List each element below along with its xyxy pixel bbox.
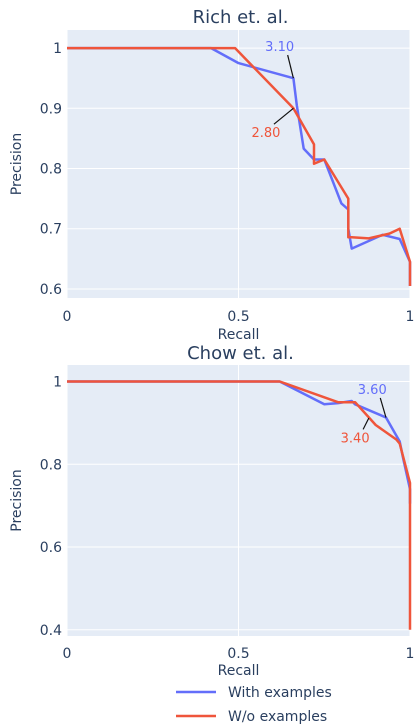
y-axis-label: Precision	[9, 469, 25, 531]
legend-item-with-examples: With examples	[176, 685, 332, 701]
x-axis-label: Recall	[218, 663, 260, 679]
annotation-label: 3.10	[265, 40, 294, 55]
y-tick-label: 0.9	[40, 101, 62, 117]
chart-title: Rich et. al.	[193, 7, 289, 28]
annotation-arrow	[362, 417, 370, 430]
x-tick-label: 0	[63, 309, 72, 325]
annotation-label: 3.40	[341, 431, 370, 446]
series-line-with-examples	[67, 46, 412, 286]
legend-label: W/o examples	[228, 709, 327, 725]
x-tick-label: 1	[406, 646, 414, 662]
y-tick-label: 0.8	[40, 457, 62, 473]
y-tick-label: 0.4	[40, 623, 62, 639]
annotation-label: 3.60	[358, 383, 387, 398]
x-tick-label: 0.5	[227, 646, 249, 662]
series-line-without-examples	[67, 380, 412, 630]
y-tick-label: 0.6	[40, 282, 62, 298]
y-axis-label: Precision	[9, 133, 25, 195]
y-tick-label: 1	[53, 41, 62, 57]
legend-item-without-examples: W/o examples	[176, 709, 327, 725]
y-tick-label: 1	[53, 375, 62, 391]
y-tick-label: 0.8	[40, 162, 62, 178]
chart-2: Chow et. al. 0 0.5 1 0.4 0.6 0.8 1 Recall Precisi…	[9, 343, 414, 679]
annotation-label: 2.80	[251, 126, 280, 141]
y-tick-label: 0.6	[40, 540, 62, 556]
y-tick-label: 0.7	[40, 222, 62, 238]
x-tick-label: 0	[63, 646, 72, 662]
series-line-without-examples	[67, 46, 412, 286]
x-axis-label: Recall	[218, 327, 260, 343]
chart-title: Chow et. al.	[187, 343, 294, 364]
annotation-arrow	[273, 107, 294, 125]
x-tick-label: 1	[406, 309, 414, 325]
legend: With examples W/o examples	[176, 685, 332, 725]
chart-1: Rich et. al. 0 0.5 1 0.6 0.7 0.8 0.9 1 Recall Prec…	[9, 7, 414, 343]
annotation-arrow	[379, 397, 387, 418]
annotation-arrow	[287, 54, 294, 79]
legend-label: With examples	[228, 685, 332, 701]
x-tick-label: 0.5	[227, 309, 249, 325]
